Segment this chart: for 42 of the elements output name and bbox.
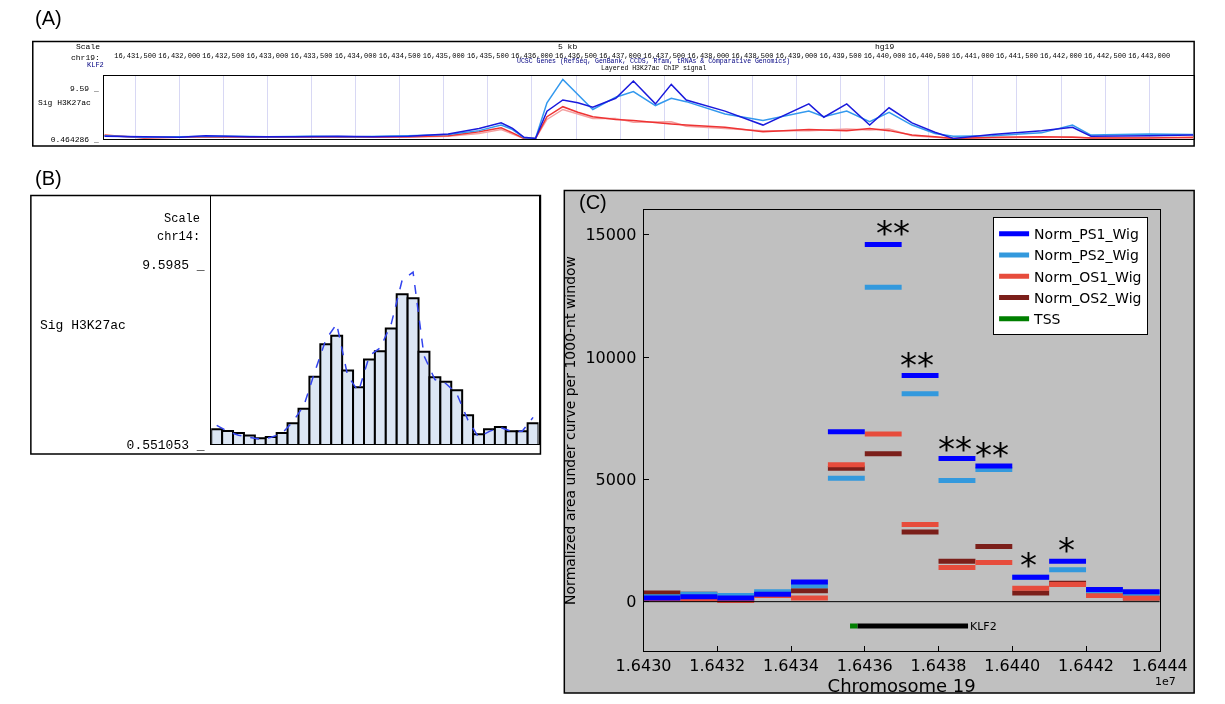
y-axis-title: Sig H3K27ac: [38, 98, 92, 107]
annotation: **: [900, 345, 934, 385]
y-tick-label: 10000: [585, 347, 637, 367]
y-tick-label: 0: [626, 592, 637, 612]
legend-label: Norm_OS2_Wig: [1034, 289, 1142, 306]
x-tick-label: 1.6436: [836, 655, 893, 675]
text: chr14:: [157, 230, 201, 244]
legend-label: Norm_PS2_Wig: [1034, 247, 1139, 264]
chart-title: (A): [35, 7, 62, 29]
x-tick-label: 1.6444: [1131, 655, 1188, 675]
y-tick-label: 9.5985 _: [142, 257, 205, 273]
y-axis-title: Normalized area under curve per 1000-nt window: [562, 255, 579, 605]
annotation: KLF2: [970, 620, 997, 633]
text: (B): [35, 167, 62, 189]
y-tick-label: 9.59 _: [69, 84, 99, 94]
x-tick-label: 1.6442: [1058, 655, 1115, 675]
legend-label: Norm_OS1_Wig: [1034, 268, 1142, 285]
legend-label: TSS: [1033, 311, 1061, 328]
x-tick-label: 1.6432: [689, 655, 746, 675]
annotation: **: [975, 435, 1009, 475]
text: 1e7: [1155, 675, 1176, 688]
y-tick-label: 15000: [585, 225, 637, 245]
text: chr19:: [71, 53, 100, 62]
y-axis-title: Sig H3K27ac: [40, 318, 126, 333]
x-tick-label: 1.6434: [763, 655, 820, 675]
x-axis-title: Chromosome 19: [827, 674, 976, 696]
text: Scale: [164, 212, 201, 226]
text: Scale: [76, 42, 101, 51]
x-tick-label: 1.6438: [910, 655, 967, 675]
annotation: **: [876, 213, 910, 253]
annotation: *: [1020, 545, 1037, 585]
chart-title: (C): [579, 191, 607, 213]
annotation: *: [1058, 530, 1075, 570]
x-tick-label: 1.6440: [984, 655, 1041, 675]
annotation: **: [938, 429, 972, 469]
legend-label: Norm_PS1_Wig: [1034, 226, 1139, 243]
y-tick-label: 0.464286 _: [50, 135, 99, 144]
x-tick-label: 1.6430: [615, 655, 672, 675]
y-tick-label: 5000: [595, 469, 637, 489]
text: hg19: [875, 42, 895, 51]
text: 5 kb: [558, 42, 578, 51]
y-tick-label: 0.551053 _: [126, 437, 205, 453]
